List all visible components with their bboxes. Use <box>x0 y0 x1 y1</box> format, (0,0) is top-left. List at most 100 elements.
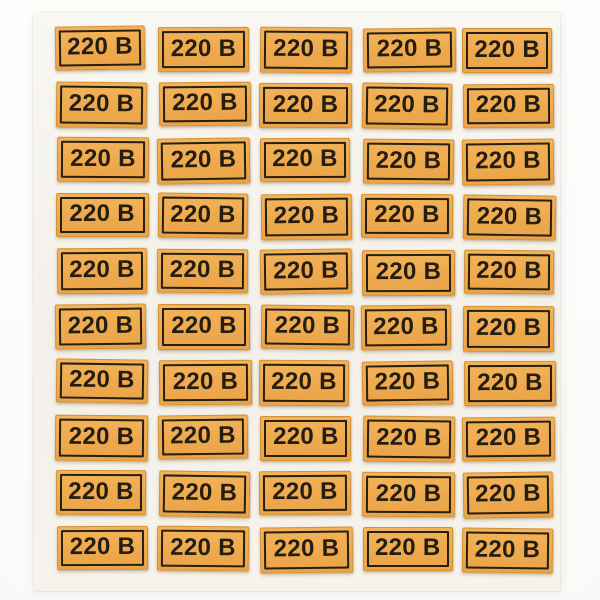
sticker: 220 В <box>362 527 453 571</box>
voltage-label: 220 В <box>68 89 135 117</box>
sticker-frame: 220 В <box>365 197 450 235</box>
sticker: 220 В <box>259 359 350 407</box>
sticker-frame: 220 В <box>365 86 448 126</box>
voltage-label: 220 В <box>272 256 339 284</box>
voltage-label: 220 В <box>476 368 543 396</box>
sticker-frame: 220 В <box>465 142 551 182</box>
sticker: 220 В <box>55 80 148 129</box>
voltage-label: 220 В <box>69 199 135 227</box>
sticker: 220 В <box>258 82 352 128</box>
sticker-frame: 220 В <box>468 253 551 291</box>
sticker-frame: 220 В <box>58 418 144 457</box>
sticker-frame: 220 В <box>264 30 349 70</box>
sticker-frame: 220 В <box>263 363 346 403</box>
voltage-label: 220 В <box>374 200 440 229</box>
voltage-label: 220 В <box>476 201 543 230</box>
voltage-label: 220 В <box>376 423 443 452</box>
sticker: 220 В <box>157 26 249 72</box>
voltage-label: 220 В <box>476 256 543 285</box>
sticker-frame: 220 В <box>160 140 247 181</box>
voltage-label: 220 В <box>170 533 237 561</box>
sticker-frame: 220 В <box>365 363 450 402</box>
sticker-frame: 220 В <box>161 418 244 456</box>
voltage-label: 220 В <box>170 145 237 173</box>
sticker: 220 В <box>56 247 147 295</box>
sticker: 220 В <box>463 471 554 519</box>
voltage-label: 220 В <box>474 534 541 563</box>
sticker: 220 В <box>464 249 555 295</box>
voltage-label: 220 В <box>69 532 136 560</box>
sticker: 220 В <box>54 414 148 461</box>
sticker-frame: 220 В <box>162 196 245 235</box>
sticker-frame: 220 В <box>162 308 246 346</box>
sticker: 220 В <box>156 136 251 185</box>
voltage-label: 220 В <box>171 88 238 117</box>
sticker: 220 В <box>362 415 456 463</box>
sticker-frame: 220 В <box>61 140 146 179</box>
voltage-label: 220 В <box>170 33 236 62</box>
sticker: 220 В <box>158 469 251 518</box>
sticker-frame: 220 В <box>264 308 350 345</box>
voltage-label: 220 В <box>70 144 137 172</box>
sticker-frame: 220 В <box>59 196 145 233</box>
voltage-label: 220 В <box>169 255 236 283</box>
voltage-label: 220 В <box>271 367 338 396</box>
sticker: 220 В <box>462 305 554 352</box>
sticker: 220 В <box>361 471 455 517</box>
sticker: 220 В <box>360 304 451 351</box>
voltage-label: 220 В <box>274 311 341 339</box>
voltage-label: 220 В <box>475 313 541 341</box>
sticker-frame: 220 В <box>162 473 247 514</box>
sticker: 220 В <box>259 137 351 183</box>
sticker-frame: 220 В <box>467 475 550 515</box>
sticker-frame: 220 В <box>161 529 246 568</box>
voltage-label: 220 В <box>273 423 339 450</box>
voltage-label: 220 В <box>171 478 238 506</box>
voltage-label: 220 В <box>272 89 339 118</box>
sticker: 220 В <box>361 193 454 239</box>
sticker-frame: 220 В <box>58 29 142 67</box>
voltage-label: 220 В <box>476 90 542 118</box>
voltage-label: 220 В <box>170 200 237 228</box>
sticker: 220 В <box>156 248 248 293</box>
voltage-label: 220 В <box>376 257 442 285</box>
sticker: 220 В <box>462 416 556 461</box>
voltage-label: 220 В <box>169 421 236 450</box>
sticker: 220 В <box>55 192 149 237</box>
sticker: 220 В <box>57 525 149 570</box>
sticker: 220 В <box>157 525 250 572</box>
voltage-label: 220 В <box>474 146 541 175</box>
sticker: 220 В <box>260 193 353 240</box>
sticker-frame: 220 В <box>466 32 549 69</box>
sticker: 220 В <box>260 303 355 350</box>
sticker: 220 В <box>259 525 354 574</box>
voltage-label: 220 В <box>67 310 134 339</box>
sticker: 220 В <box>462 193 557 241</box>
sticker: 220 В <box>54 25 146 71</box>
sticker-sheet: 220 В 220 В 220 В 220 В 220 В 220 В 220 В 220 В… <box>33 13 560 591</box>
sticker: 220 В <box>362 249 456 296</box>
sticker-frame: 220 В <box>265 197 349 236</box>
sticker: 220 В <box>158 304 250 350</box>
sticker-frame: 220 В <box>264 419 348 457</box>
sticker-frame: 220 В <box>466 420 552 457</box>
voltage-label: 220 В <box>373 90 440 119</box>
voltage-label: 220 В <box>271 477 338 506</box>
sticker-frame: 220 В <box>262 474 347 512</box>
voltage-label: 220 В <box>171 312 237 339</box>
sticker-frame: 220 В <box>59 85 144 124</box>
sticker: 220 В <box>55 469 147 516</box>
sticker-frame: 220 В <box>366 31 453 68</box>
voltage-label: 220 В <box>69 365 136 394</box>
sticker-frame: 220 В <box>263 252 348 291</box>
voltage-label: 220 В <box>375 478 441 507</box>
sticker: 220 В <box>57 136 150 183</box>
sticker-frame: 220 В <box>61 529 145 566</box>
sticker-frame: 220 В <box>60 251 143 291</box>
voltage-label: 220 В <box>272 144 338 173</box>
voltage-label: 220 В <box>68 477 134 505</box>
voltage-label: 220 В <box>172 366 239 395</box>
voltage-label: 220 В <box>68 255 135 284</box>
sticker: 220 В <box>258 470 351 516</box>
